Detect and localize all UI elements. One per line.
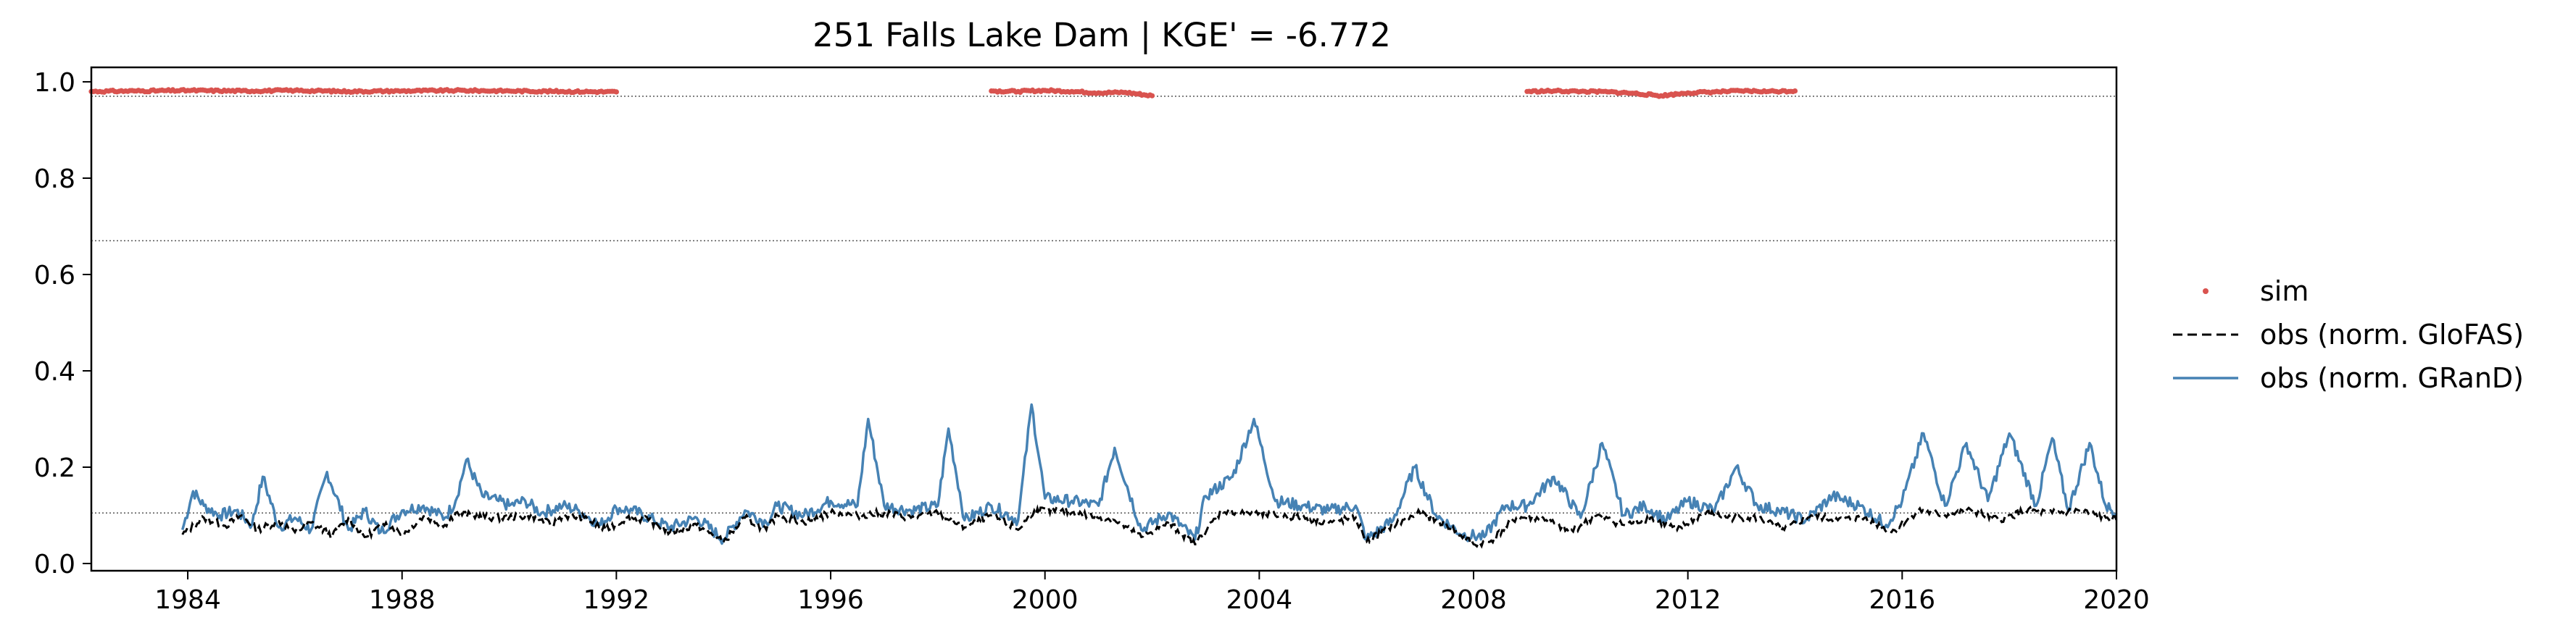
sim-point xyxy=(1149,93,1155,99)
y-tick-label: 1.0 xyxy=(34,68,75,98)
legend: sim obs (norm. GloFAS) obs (norm. GRanD) xyxy=(2173,275,2524,394)
legend-sim-marker xyxy=(2203,288,2209,294)
y-tick-label: 0.6 xyxy=(34,261,75,290)
x-tick-label: 1996 xyxy=(797,585,864,615)
y-tick-label: 0.2 xyxy=(34,453,75,483)
y-tick-label: 0.0 xyxy=(34,550,75,579)
sim-point xyxy=(1792,88,1798,94)
legend-glofas-label: obs (norm. GloFAS) xyxy=(2260,319,2524,351)
y-tick-label: 0.8 xyxy=(34,164,75,194)
x-tick-label: 1988 xyxy=(369,585,436,615)
x-tick-label: 1992 xyxy=(583,585,650,615)
sim-point xyxy=(613,89,620,95)
x-axis: 1984 1988 1992 1996 2000 2004 2008 2012 2016 2020 xyxy=(154,571,2150,615)
x-tick-label: 2000 xyxy=(1012,585,1079,615)
x-tick-label: 2012 xyxy=(1655,585,1721,615)
x-tick-label: 2016 xyxy=(1869,585,1936,615)
x-tick-label: 2020 xyxy=(2083,585,2150,615)
y-axis: 0.0 0.2 0.4 0.6 0.8 1.0 xyxy=(34,68,91,579)
legend-sim-label: sim xyxy=(2260,275,2309,307)
series-sim xyxy=(88,87,1798,99)
chart-title: 251 Falls Lake Dam | KGE' = -6.772 xyxy=(813,16,1391,54)
glofas-line xyxy=(181,503,2118,550)
x-tick-label: 1984 xyxy=(154,585,221,615)
y-tick-label: 0.4 xyxy=(34,357,75,387)
x-tick-label: 2004 xyxy=(1226,585,1293,615)
x-tick-label: 2008 xyxy=(1440,585,1507,615)
series-glofas xyxy=(181,503,2118,550)
plot-frame xyxy=(90,66,2118,572)
legend-grand-label: obs (norm. GRanD) xyxy=(2260,362,2524,394)
